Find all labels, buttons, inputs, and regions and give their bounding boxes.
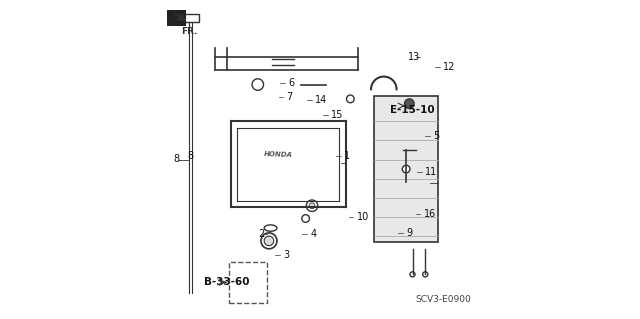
Circle shape [403, 165, 410, 173]
Circle shape [261, 233, 277, 249]
Circle shape [307, 200, 318, 211]
Text: 4: 4 [310, 229, 317, 240]
Text: HONDA: HONDA [264, 151, 293, 158]
Text: 8: 8 [173, 154, 179, 165]
Circle shape [404, 99, 414, 108]
Bar [183, 14, 199, 22]
Text: 5: 5 [433, 130, 440, 141]
Text: 15: 15 [331, 110, 344, 120]
Text: 9: 9 [406, 228, 412, 238]
Text: B-33-60: B-33-60 [204, 277, 249, 287]
Text: 8: 8 [188, 151, 194, 161]
Text: 7: 7 [287, 92, 292, 102]
Text: 13: 13 [408, 52, 420, 63]
Bar [167, 10, 186, 26]
Text: SCV3-E0900: SCV3-E0900 [416, 295, 472, 304]
Text: 6: 6 [288, 78, 294, 88]
Circle shape [346, 95, 354, 103]
Text: 11: 11 [425, 167, 438, 177]
Text: 3: 3 [284, 250, 289, 260]
Text: 16: 16 [424, 209, 436, 219]
Circle shape [302, 215, 310, 222]
Text: 2: 2 [258, 229, 264, 240]
Bar [374, 96, 438, 242]
Text: FR.: FR. [181, 27, 198, 36]
Ellipse shape [264, 225, 277, 231]
Circle shape [252, 79, 264, 90]
Circle shape [422, 272, 428, 277]
Text: E-15-10: E-15-10 [390, 105, 435, 115]
Circle shape [264, 236, 274, 246]
Circle shape [309, 203, 315, 209]
Bar [229, 262, 268, 303]
Text: 1: 1 [344, 151, 350, 161]
Text: 12: 12 [443, 62, 455, 72]
Circle shape [410, 272, 415, 277]
Text: 10: 10 [356, 212, 369, 222]
Text: 14: 14 [316, 95, 328, 106]
